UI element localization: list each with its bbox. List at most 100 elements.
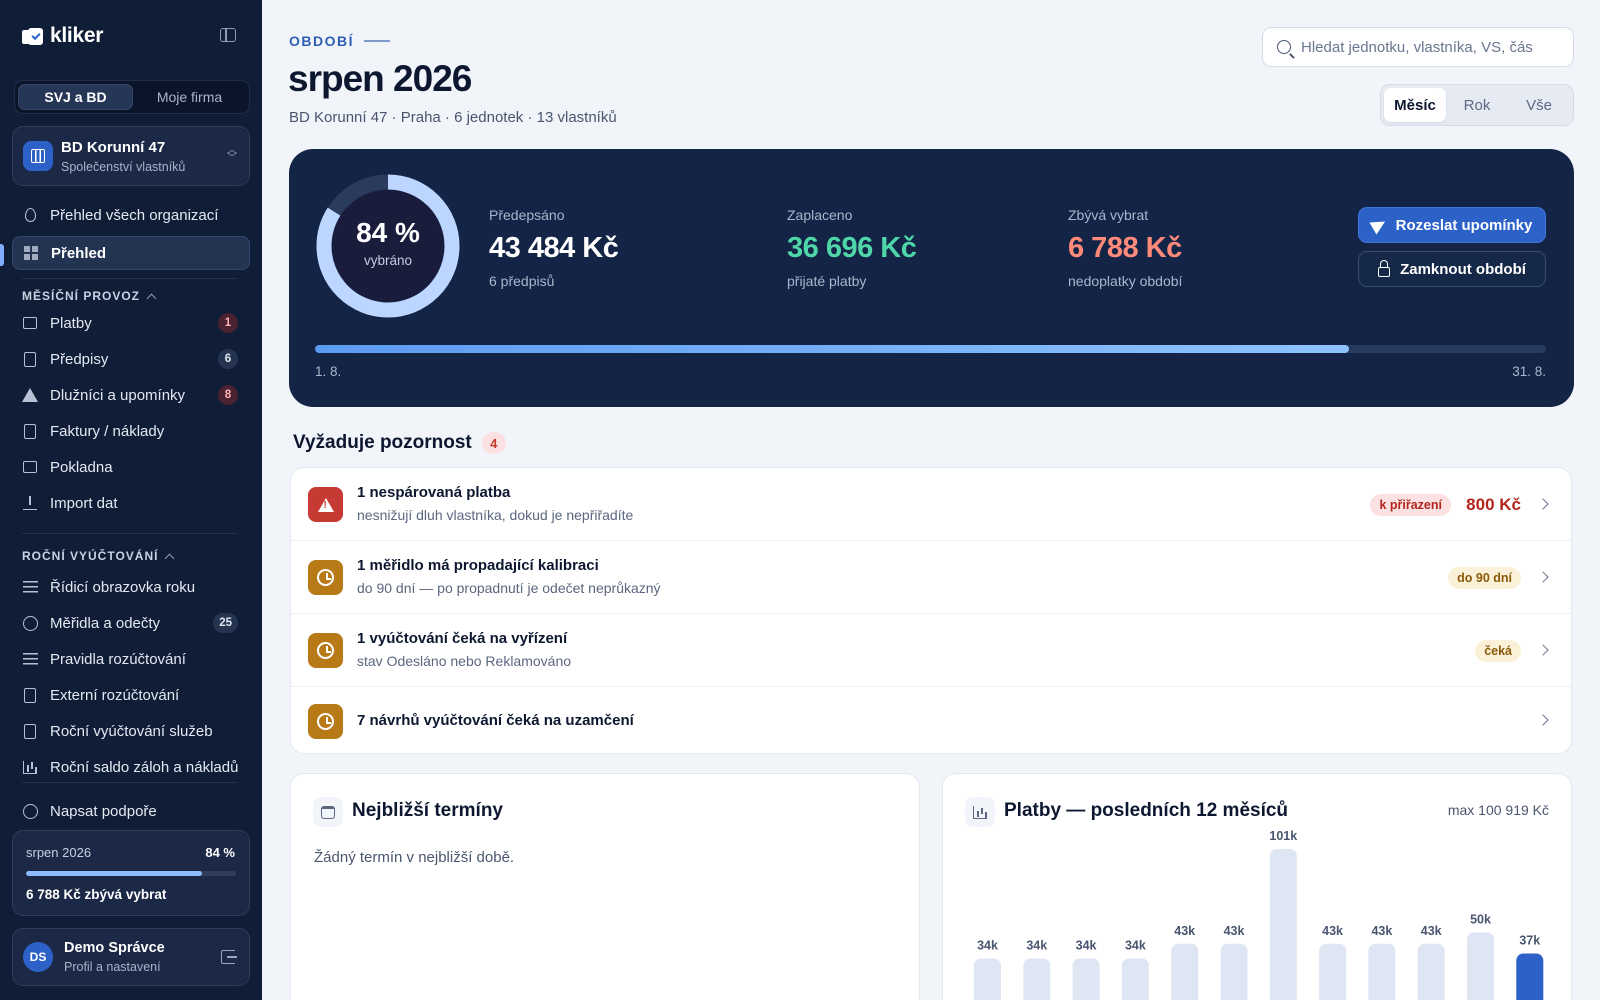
attention-item[interactable]: 1 měřidlo má propadající kalibraci do 90 …: [291, 541, 1571, 614]
tab-month[interactable]: Měsíc: [1384, 88, 1446, 122]
sidebar-item-label: Dlužníci a upomínky: [50, 386, 186, 404]
user-name: Demo Správce: [64, 940, 165, 956]
chevron-right-icon: [1537, 714, 1549, 726]
brand-logo[interactable]: kliker: [22, 24, 103, 48]
attention-title: 1 nespárovaná platba: [357, 484, 511, 501]
attention-title: 7 návrhů vyúčtování čeká na uzamčení: [357, 712, 634, 729]
kpi-sub: 6 předpisů: [489, 273, 555, 289]
sidebar-item-5[interactable]: Roční vyúčtování služeb: [12, 714, 250, 748]
logout-icon[interactable]: [221, 950, 237, 964]
period-progress-bar: [26, 871, 236, 876]
divider: [22, 533, 238, 534]
organization-switcher[interactable]: BD Korunní 47 Společenství vlastníků ︿ ﹀: [12, 126, 250, 186]
kpi-prescribed: Předepsáno 43 484 Kč 6 předpisů: [489, 207, 619, 289]
sidebar-item-6[interactable]: Roční saldo záloh a nákladů: [12, 750, 250, 784]
divider: [22, 782, 238, 783]
sidebar-item-2[interactable]: Předpisy 6: [12, 342, 250, 376]
kpi-value: 6 788 Kč: [1068, 232, 1182, 264]
count-badge: 8: [218, 385, 238, 405]
ring-progress: [316, 174, 460, 318]
sidebar-collapse-icon[interactable]: [220, 28, 236, 42]
empty-state: Žádný termín v nejbližší době.: [314, 849, 515, 866]
tab-year[interactable]: Rok: [1463, 96, 1491, 114]
tab-all[interactable]: Vše: [1526, 96, 1552, 114]
upcoming-deadlines-card: Nejbližší termíny Žádný termín v nejbliž…: [290, 773, 920, 1000]
sidebar-item-1[interactable]: Řídicí obrazovka roku: [12, 570, 250, 604]
count-badge: 1: [218, 313, 238, 333]
chart-bar[interactable]: [1319, 943, 1347, 1000]
flame-icon: [22, 207, 38, 223]
sidebar-item-4[interactable]: Faktury / náklady: [12, 414, 250, 448]
search-input[interactable]: [1301, 38, 1561, 56]
attention-item[interactable]: 1 nespárovaná platba nesnižují dluh vlast…: [291, 468, 1571, 541]
chart-bar[interactable]: [1023, 958, 1051, 1000]
sidebar-item-label: Faktury / náklady: [50, 422, 165, 440]
lock-icon: [1378, 259, 1391, 277]
search-box[interactable]: [1262, 27, 1574, 67]
chart-bar[interactable]: [1220, 943, 1248, 1000]
bar-value-label: 43k: [1421, 924, 1442, 938]
wallet-icon: [22, 459, 38, 475]
chart-bar[interactable]: [1516, 953, 1544, 1000]
bar-value-label: 34k: [1125, 938, 1146, 952]
attention-list: 1 nespárovaná platba nesnižují dluh vlast…: [290, 467, 1572, 754]
scope-switch: SVJ a BD Moje firma: [14, 80, 250, 114]
card-title: Platby — posledních 12 měsíců: [1004, 800, 1289, 821]
chart-bar[interactable]: [1072, 958, 1100, 1000]
bar-value-label: 34k: [977, 938, 998, 952]
period-start: 1. 8.: [315, 364, 342, 379]
period-eyebrow: OBDOBÍ: [289, 33, 390, 49]
sidebar-item-support[interactable]: Napsat podpoře: [12, 794, 250, 828]
page-subtitle: BD Korunní 47 · Praha · 6 jednotek · 13 …: [289, 109, 617, 126]
section-annual[interactable]: ROČNÍ VYÚČTOVÁNÍ: [22, 549, 175, 563]
bar-value-label: 34k: [1076, 938, 1097, 952]
chart-bar[interactable]: [974, 958, 1001, 1000]
chart-bar[interactable]: [1467, 932, 1494, 1000]
button-label: Rozeslat upomínky: [1395, 216, 1533, 234]
send-reminders-button[interactable]: Rozeslat upomínky: [1358, 207, 1546, 243]
chart-bar[interactable]: [1368, 943, 1396, 1000]
kpi-sub: přijaté platby: [787, 273, 867, 289]
collection-ring: [316, 174, 460, 318]
period-progress-card[interactable]: srpen 2026 84 % 6 788 Kč zbývá vybrat: [12, 830, 250, 916]
sidebar-item-label: Pokladna: [50, 458, 113, 476]
sidebar-item-3[interactable]: Dlužníci a upomínky 8: [12, 378, 250, 412]
sidebar-item-overview[interactable]: Přehled: [12, 236, 250, 270]
sidebar-item-3[interactable]: Pravidla rozúčtování: [12, 642, 250, 676]
collection-summary-card: 84 % vybráno Předepsáno 43 484 Kč 6 před…: [289, 149, 1574, 407]
lock-period-button[interactable]: Zamknout období: [1358, 251, 1546, 287]
chart-bar[interactable]: [1269, 849, 1297, 1000]
count-badge: 25: [213, 613, 238, 633]
period-timeline-fill: [315, 345, 1350, 353]
sidebar-item-label: Roční vyúčtování služeb: [50, 722, 213, 740]
section-monthly[interactable]: MĚSÍČNÍ PROVOZ: [22, 289, 157, 303]
period-progress-fill: [26, 871, 203, 876]
scope-option-firm[interactable]: Moje firma: [156, 89, 223, 105]
brand-name: kliker: [50, 24, 104, 47]
scope-option-svj[interactable]: SVJ a BD: [18, 84, 133, 110]
kpi-label: Předepsáno: [489, 207, 565, 223]
sidebar-item-4[interactable]: Externí rozúčtování: [12, 678, 250, 712]
ring-label: vybráno: [363, 253, 413, 268]
kpi-value: 43 484 Kč: [489, 232, 619, 264]
user-profile[interactable]: DS Demo Správce Profil a nastavení: [12, 928, 250, 986]
sidebar-item-all-organizations[interactable]: Přehled všech organizací: [12, 198, 250, 232]
chart-bar[interactable]: [1417, 943, 1445, 1000]
attention-item[interactable]: 1 vyúčtování čeká na vyřízení stav Odeslá…: [291, 614, 1571, 687]
clock-icon: [308, 704, 343, 739]
chevron-right-icon: [1537, 644, 1549, 656]
chart-bar[interactable]: [1171, 943, 1199, 1000]
bar-value-label: 37k: [1519, 934, 1540, 948]
count-badge: 6: [218, 349, 238, 369]
sidebar-item-6[interactable]: Import dat: [12, 486, 250, 520]
sidebar-item-5[interactable]: Pokladna: [12, 450, 250, 484]
bar-chart-icon: [965, 797, 995, 827]
user-subtitle: Profil a nastavení: [64, 960, 161, 974]
attention-item[interactable]: 7 návrhů vyúčtování čeká na uzamčení: [291, 687, 1571, 753]
chart-bar[interactable]: [1121, 958, 1149, 1000]
sidebar-item-1[interactable]: Platby 1: [12, 306, 250, 340]
sidebar-item-2[interactable]: Měřidla a odečty 25: [12, 606, 250, 640]
card-title: Nejbližší termíny: [352, 800, 503, 821]
attention-description: do 90 dní — po propadnutí je odečet nepr…: [357, 580, 661, 596]
eyebrow-label: OBDOBÍ: [289, 33, 354, 49]
